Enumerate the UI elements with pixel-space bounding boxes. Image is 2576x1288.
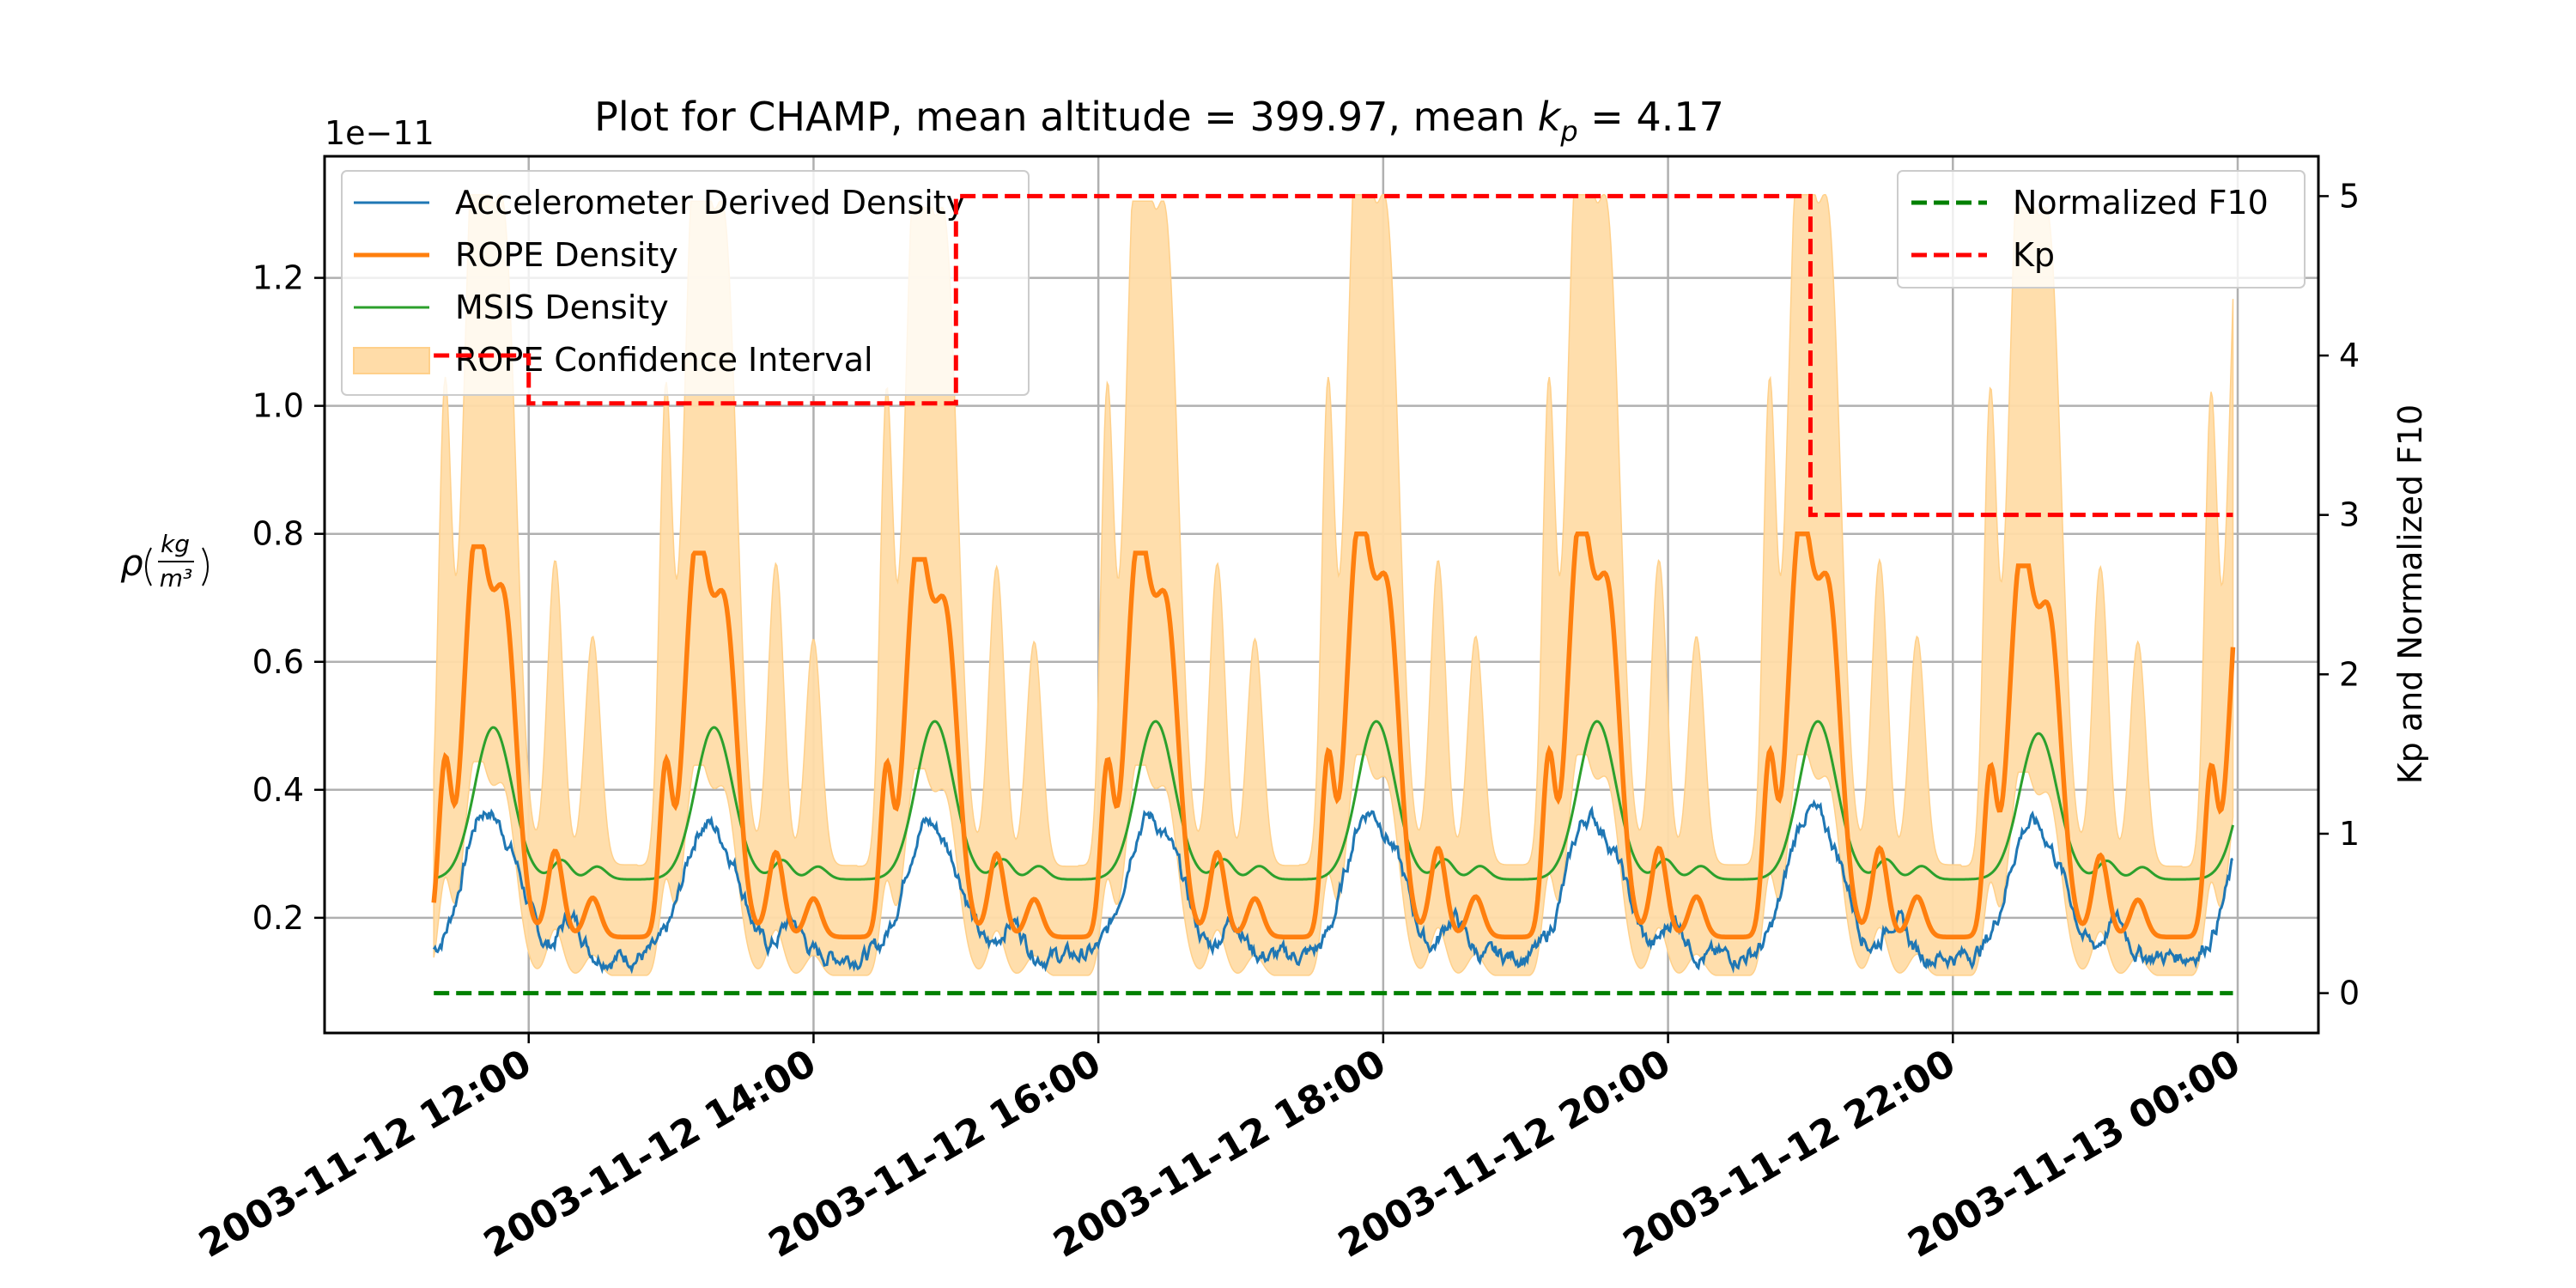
legend-left: Accelerometer Derived Density ROPE Densi… <box>341 170 1030 396</box>
left-tick-label: 0.2 <box>252 899 304 937</box>
rho-symbol: ρ <box>120 542 143 584</box>
right-tick-label: 2 <box>2339 655 2360 693</box>
chart-title: Plot for CHAMP, mean altitude = 399.97, … <box>594 94 1724 148</box>
left-axis-ticks: 0.2 0.4 0.6 0.8 1.0 1.2 <box>252 259 325 937</box>
accelerometer-density-line <box>432 799 2234 975</box>
left-axis-label: ρ kg m³ <box>120 530 209 592</box>
right-tick-label: 0 <box>2339 975 2360 1012</box>
kp-step-line <box>434 193 2233 518</box>
msis-density-line <box>433 720 2234 881</box>
unit-numerator: kg <box>161 530 190 558</box>
rope-density-line <box>431 531 2236 939</box>
right-paren <box>202 547 209 586</box>
right-axis-label: Kp and Normalized F10 <box>2391 404 2429 784</box>
legend-label-msis: MSIS Density <box>455 289 669 326</box>
right-tick-label: 3 <box>2339 496 2360 534</box>
right-tick-label: 5 <box>2339 177 2360 215</box>
unit-denominator: m³ <box>160 564 193 592</box>
right-axis-ticks: 0 1 2 3 4 5 <box>2318 177 2360 1012</box>
legend-right-box <box>1897 170 2306 289</box>
left-paren <box>145 547 152 586</box>
left-tick-label: 1.2 <box>252 259 304 297</box>
y-offset-text: 1e−11 <box>325 114 434 152</box>
left-tick-label: 1.0 <box>252 387 304 425</box>
right-tick-label: 4 <box>2339 337 2360 374</box>
left-tick-label: 0.8 <box>252 515 304 553</box>
legend-label-kp: Kp <box>2013 236 2055 274</box>
series-lines-layer <box>431 531 2236 996</box>
legend-label-rope: ROPE Density <box>455 236 678 274</box>
legend-label-accelerometer: Accelerometer Derived Density <box>455 184 965 222</box>
legend-left-box <box>341 170 1030 396</box>
left-tick-label: 0.4 <box>252 771 304 809</box>
kp-line-layer <box>434 193 2233 518</box>
legend-swatch-confidence <box>353 347 430 374</box>
plot-frame <box>323 155 2320 1035</box>
legend-right: Normalized F10 Kp <box>1897 170 2306 289</box>
right-tick-label: 1 <box>2339 815 2360 853</box>
legend-label-f10: Normalized F10 <box>2013 184 2269 222</box>
left-tick-label: 0.6 <box>252 643 304 681</box>
legend-label-confidence: ROPE Confidence Interval <box>455 341 873 379</box>
